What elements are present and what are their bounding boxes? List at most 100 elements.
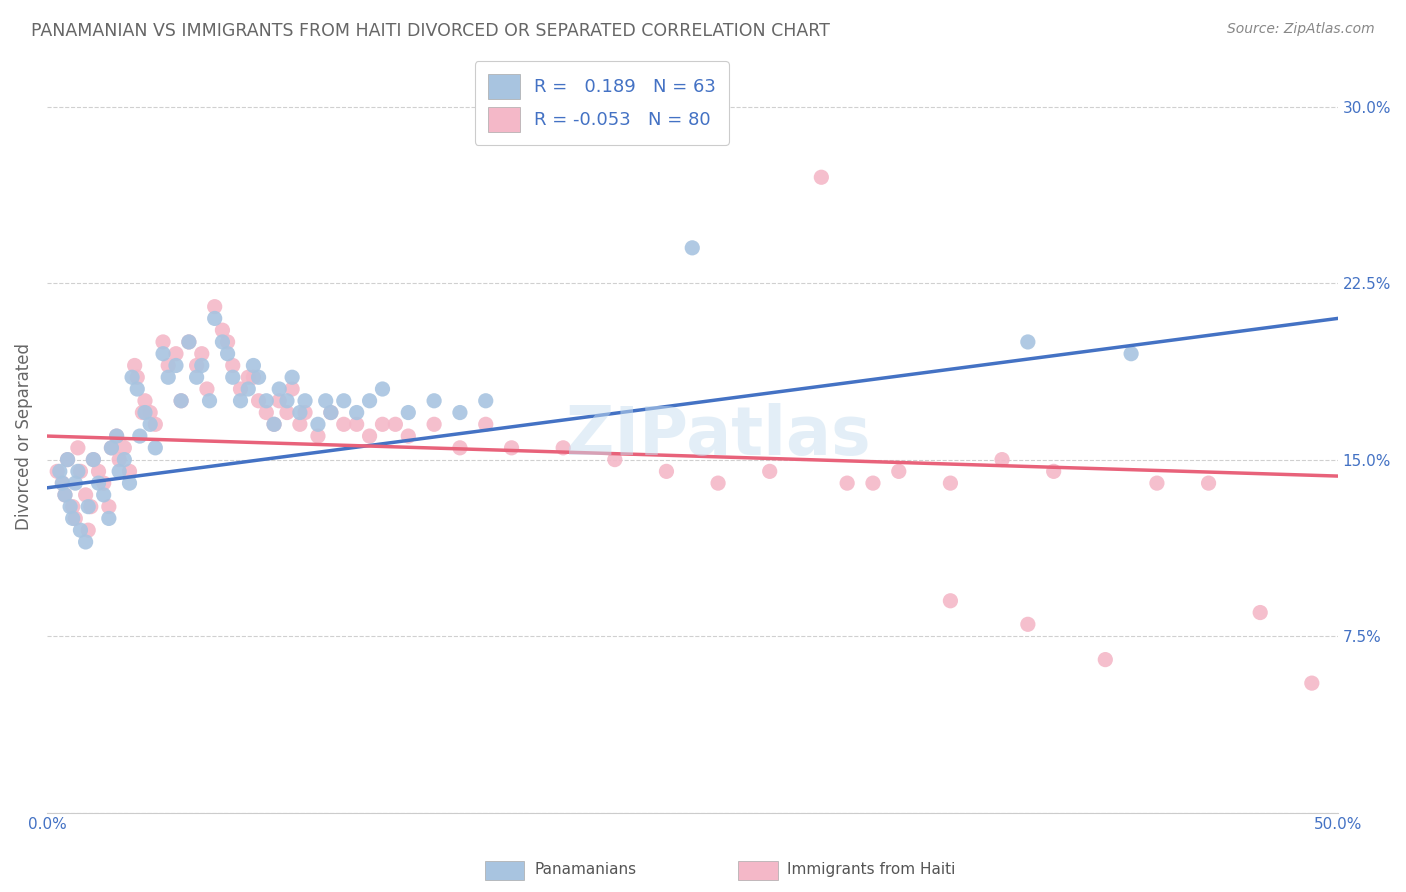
Point	[396, 405, 419, 419]
Point	[211, 323, 233, 337]
Point	[100, 441, 122, 455]
Point	[288, 417, 311, 432]
Point	[127, 382, 149, 396]
Point	[112, 441, 135, 455]
Y-axis label: Divorced or Separated: Divorced or Separated	[15, 343, 32, 530]
Point	[69, 523, 91, 537]
Point	[553, 441, 575, 455]
Point	[93, 488, 115, 502]
Point	[112, 452, 135, 467]
Point	[1198, 476, 1220, 491]
Point	[127, 370, 149, 384]
Point	[165, 359, 187, 373]
Point	[170, 393, 193, 408]
Point	[66, 464, 89, 478]
Point	[80, 500, 103, 514]
Point	[294, 393, 316, 408]
Point	[887, 464, 910, 478]
Point	[128, 429, 150, 443]
Point	[118, 464, 141, 478]
Legend: R =   0.189   N = 63, R = -0.053   N = 80: R = 0.189 N = 63, R = -0.053 N = 80	[475, 61, 728, 145]
Point	[53, 488, 76, 502]
Point	[65, 511, 87, 525]
Point	[121, 370, 143, 384]
Point	[143, 417, 166, 432]
Point	[143, 441, 166, 455]
Point	[56, 452, 79, 467]
Point	[93, 476, 115, 491]
Point	[46, 464, 69, 478]
Point	[1042, 464, 1064, 478]
Point	[371, 417, 394, 432]
Point	[229, 382, 252, 396]
Point	[758, 464, 780, 478]
Point	[371, 382, 394, 396]
Point	[332, 393, 354, 408]
Point	[211, 334, 233, 349]
Point	[332, 417, 354, 432]
Point	[186, 370, 208, 384]
Point	[131, 405, 153, 419]
Point	[242, 359, 264, 373]
Point	[837, 476, 859, 491]
Point	[655, 464, 678, 478]
Point	[319, 405, 342, 419]
Point	[191, 347, 214, 361]
Text: Panamanians: Panamanians	[534, 863, 637, 877]
Point	[222, 359, 245, 373]
Point	[449, 441, 471, 455]
Point	[59, 500, 82, 514]
Text: Source: ZipAtlas.com: Source: ZipAtlas.com	[1227, 22, 1375, 37]
Point	[75, 488, 97, 502]
Point	[49, 464, 72, 478]
Point	[346, 405, 368, 419]
Point	[423, 417, 446, 432]
Point	[681, 241, 703, 255]
Text: ZIPatlas: ZIPatlas	[565, 403, 870, 469]
Point	[157, 359, 180, 373]
Point	[501, 441, 523, 455]
Point	[1017, 334, 1039, 349]
Point	[1017, 617, 1039, 632]
Point	[217, 347, 239, 361]
Point	[191, 359, 214, 373]
Point	[319, 405, 342, 419]
Point	[77, 523, 100, 537]
Point	[254, 393, 277, 408]
Point	[254, 405, 277, 419]
Point	[134, 405, 156, 419]
Point	[139, 417, 162, 432]
Point	[62, 511, 84, 525]
Point	[238, 370, 260, 384]
Point	[263, 417, 285, 432]
Point	[939, 476, 962, 491]
Point	[276, 393, 298, 408]
Point	[157, 370, 180, 384]
Point	[810, 170, 832, 185]
Point	[281, 370, 304, 384]
Point	[294, 405, 316, 419]
Point	[87, 464, 110, 478]
Point	[139, 405, 162, 419]
Point	[51, 476, 73, 491]
Text: PANAMANIAN VS IMMIGRANTS FROM HAITI DIVORCED OR SEPARATED CORRELATION CHART: PANAMANIAN VS IMMIGRANTS FROM HAITI DIVO…	[31, 22, 830, 40]
Point	[51, 476, 73, 491]
Point	[152, 334, 174, 349]
Point	[315, 393, 337, 408]
Point	[204, 300, 226, 314]
Point	[118, 476, 141, 491]
Point	[423, 393, 446, 408]
Point	[247, 393, 270, 408]
Point	[204, 311, 226, 326]
Point	[105, 429, 128, 443]
Point	[66, 441, 89, 455]
Point	[247, 370, 270, 384]
Point	[449, 405, 471, 419]
Point	[276, 405, 298, 419]
Point	[62, 500, 84, 514]
Point	[939, 594, 962, 608]
Point	[307, 429, 329, 443]
Point	[170, 393, 193, 408]
Point	[384, 417, 406, 432]
Text: Immigrants from Haiti: Immigrants from Haiti	[787, 863, 956, 877]
